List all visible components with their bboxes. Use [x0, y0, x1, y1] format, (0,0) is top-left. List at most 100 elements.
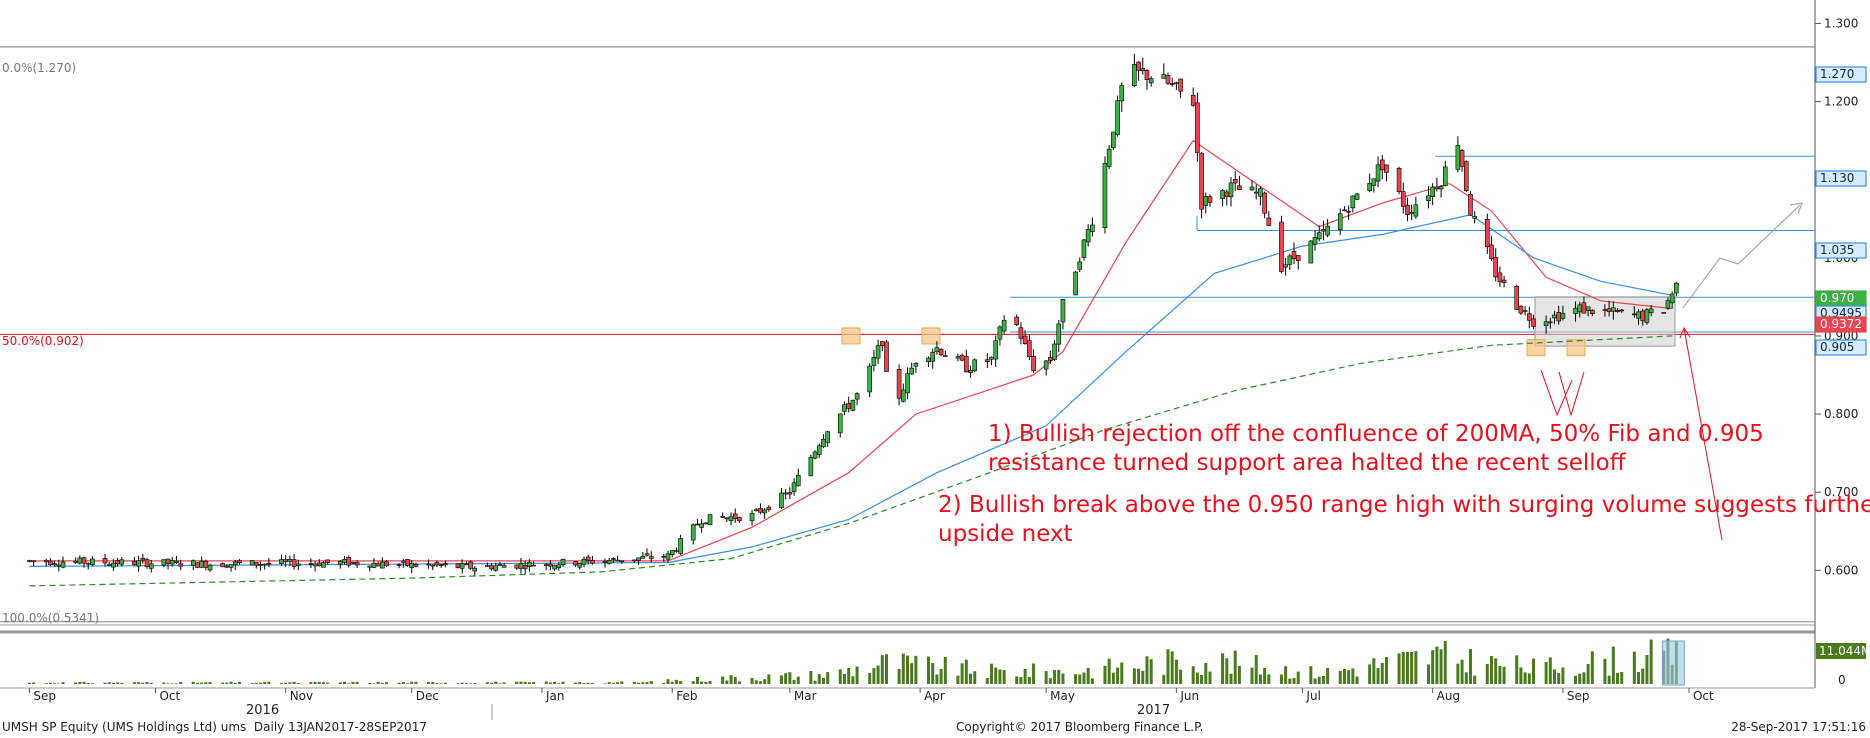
- volume-bar-205: [1233, 650, 1237, 684]
- volume-bar-262: [1574, 675, 1578, 684]
- candle-body-248: [1489, 244, 1494, 260]
- volume-bar-120: [733, 676, 737, 684]
- volume-bar-76: [473, 683, 477, 684]
- candle-body-219: [1316, 232, 1322, 240]
- volume-bar-21: [149, 682, 153, 684]
- candle-body-52: [338, 560, 343, 565]
- x-tick-label-5: Feb: [676, 689, 697, 703]
- candle-body-242: [1455, 145, 1461, 170]
- volume-bar-69: [435, 683, 439, 684]
- fib-100-label: 100.0%(0.5341): [2, 611, 100, 625]
- volume-bar-271: [1620, 672, 1624, 684]
- volume-bar-135: [821, 677, 825, 684]
- candle-body-3: [48, 560, 53, 565]
- volume-bar-125: [763, 679, 767, 684]
- volume-bar-79: [494, 681, 498, 684]
- candle-body-27: [190, 560, 196, 566]
- volume-bar-224: [1347, 670, 1351, 684]
- candle-body-151: [913, 362, 919, 367]
- volume-bar-257: [1544, 662, 1548, 684]
- volume-bar-44: [288, 682, 292, 684]
- volume-bar-4: [53, 683, 57, 684]
- candle-body-145: [879, 341, 885, 346]
- volume-bar-206: [1237, 665, 1241, 684]
- candle-body-118: [724, 517, 730, 520]
- candle-body-17: [132, 560, 137, 566]
- volume-bar-53: [343, 681, 347, 684]
- volume-bar-190: [1145, 656, 1149, 684]
- candle-body-269: [1611, 307, 1616, 312]
- volume-bar-113: [695, 677, 699, 684]
- x-tick-label-10: Jul: [1305, 689, 1320, 703]
- volume-bar-116: [708, 681, 712, 684]
- candle-body-31: [207, 564, 213, 571]
- candle-body-212: [1279, 221, 1284, 272]
- volume-bar-251: [1502, 666, 1506, 684]
- candle-body-160: [968, 369, 973, 373]
- volume-bar-179: [1082, 672, 1086, 684]
- candle-body-190: [1144, 70, 1150, 80]
- candle-body-261: [1560, 312, 1566, 319]
- volume-bar-138: [842, 673, 846, 684]
- volume-bar-160: [969, 673, 973, 684]
- candle-body-153: [930, 351, 936, 362]
- volume-bar-122: [750, 677, 754, 684]
- ma-line-0: [29, 139, 1673, 562]
- annotation-1: 1) Bullish rejection off the confluence …: [988, 421, 1764, 476]
- volume-bar-51: [326, 682, 330, 684]
- candle-body-168: [1018, 327, 1024, 339]
- candle-body-102: [632, 559, 637, 562]
- candle-body-230: [1379, 159, 1385, 171]
- candle-body-280: [1674, 282, 1679, 294]
- volume-bar-185: [1116, 667, 1120, 684]
- volume-bar-15: [116, 682, 120, 684]
- candle-body-148: [900, 389, 906, 402]
- candle-body-137: [837, 413, 843, 434]
- candle-body-9: [81, 557, 87, 564]
- volume-bar-124: [758, 681, 762, 684]
- volume-bar-199: [1200, 674, 1204, 684]
- candle-body-120: [732, 513, 738, 519]
- candle-body-184: [1111, 131, 1116, 149]
- candle-body-149: [905, 373, 910, 394]
- candle-body-191: [1148, 78, 1154, 84]
- candle-body-38: [253, 562, 259, 566]
- volume-bar-252: [1515, 655, 1519, 684]
- volume-bar-0: [27, 682, 31, 684]
- candle-body-90: [556, 564, 562, 569]
- candle-body-214: [1287, 255, 1293, 265]
- volume-bar-82: [515, 681, 519, 684]
- candle-body-228: [1371, 178, 1377, 186]
- x-tick-label-3: Dec: [416, 689, 439, 703]
- volume-bar-267: [1603, 658, 1607, 684]
- volume-bar-216: [1296, 671, 1300, 684]
- volume-bar-137: [838, 669, 842, 684]
- volume-bar-38: [254, 682, 258, 684]
- candle-body-61: [384, 561, 389, 567]
- candle-body-279: [1669, 293, 1675, 304]
- y-tick-label-6: 0.700: [1824, 485, 1858, 499]
- volume-bar-274: [1641, 668, 1645, 684]
- candle-body-209: [1258, 188, 1263, 197]
- volume-bar-211: [1267, 674, 1271, 684]
- volume-bar-268: [1607, 675, 1611, 684]
- candle-body-26: [178, 563, 183, 567]
- candle-body-25: [174, 560, 179, 563]
- fib-0-label: 0.0%(1.270): [2, 61, 77, 75]
- volume-bar-59: [376, 681, 380, 684]
- candle-body-265: [1585, 306, 1591, 311]
- volume-bar-52: [338, 682, 342, 684]
- candle-body-164: [993, 340, 999, 360]
- candle-body-36: [237, 560, 242, 563]
- candle-body-174: [1052, 343, 1057, 360]
- candle-body-175: [1056, 323, 1062, 345]
- candle-body-159: [964, 356, 969, 373]
- candle-body-257: [1543, 321, 1549, 326]
- candle-body-202: [1220, 190, 1225, 199]
- volume-bar-9: [82, 681, 86, 684]
- candle-body-244: [1463, 161, 1469, 191]
- candle-body-117: [720, 515, 725, 518]
- candle-body-263: [1577, 304, 1583, 313]
- volume-bar-201: [1208, 671, 1212, 684]
